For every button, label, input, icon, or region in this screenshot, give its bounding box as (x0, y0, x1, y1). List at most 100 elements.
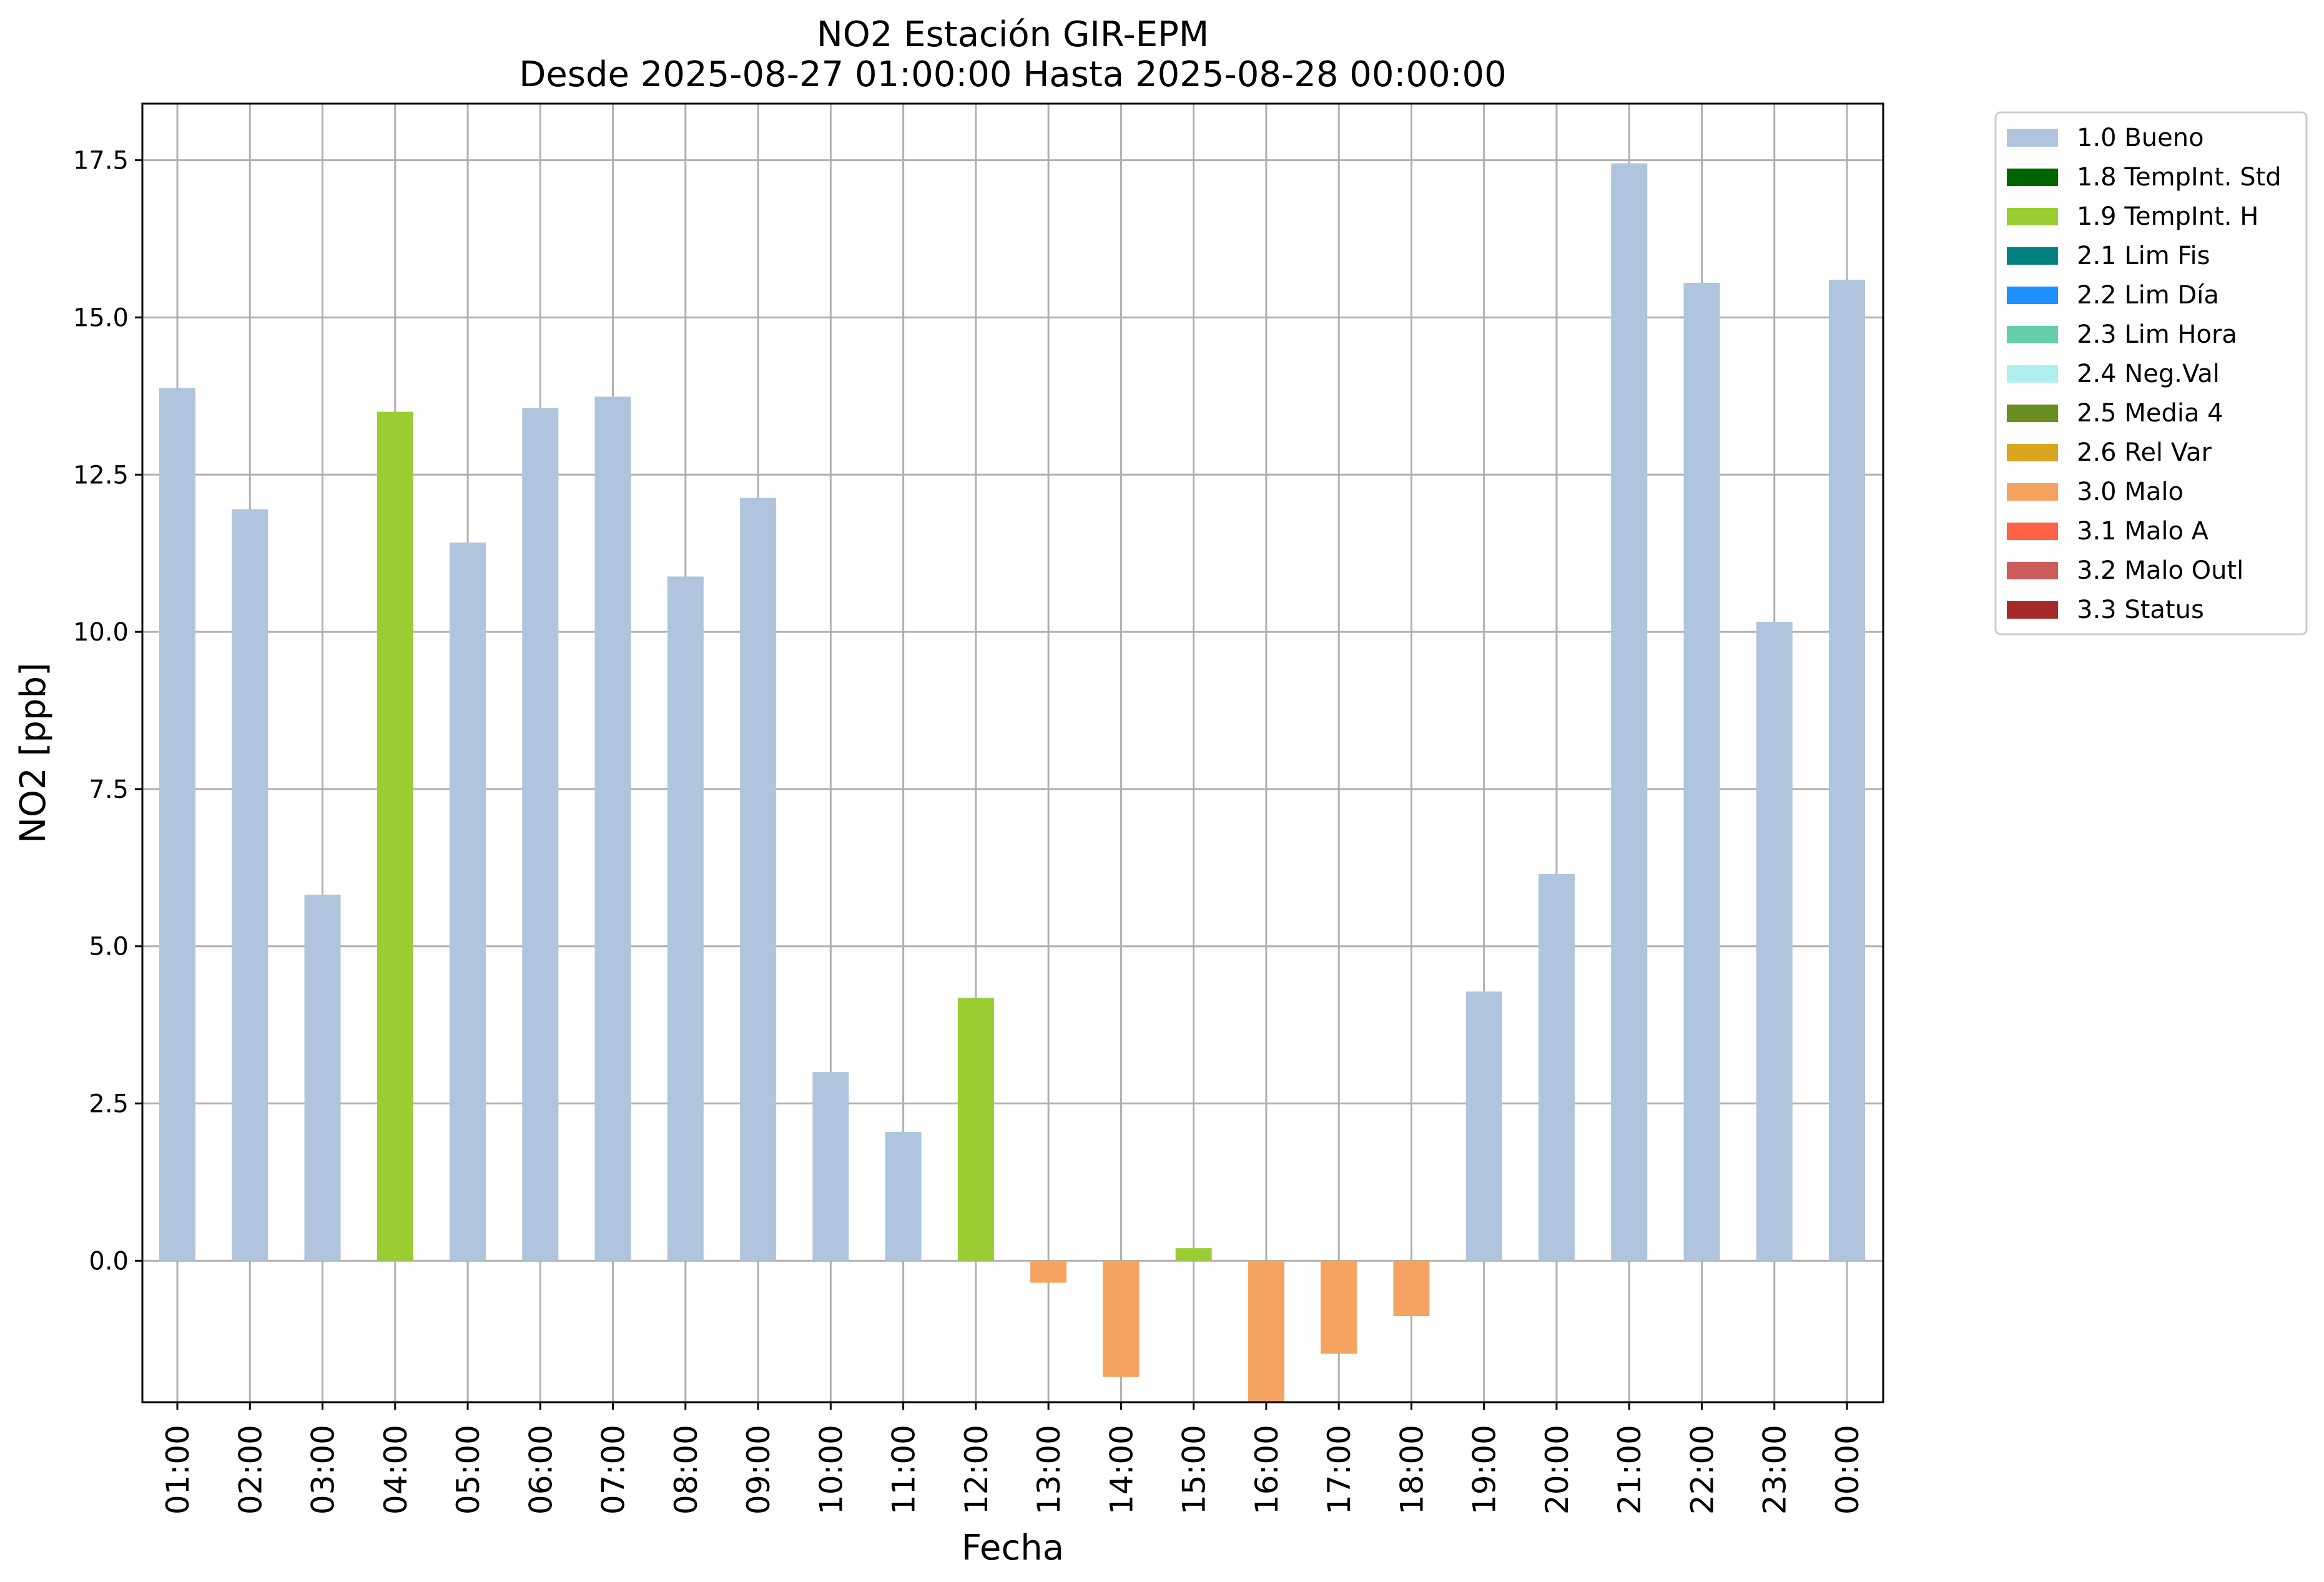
plot-frame (141, 102, 1884, 1403)
legend-item: 2.5 Media 4 (2007, 399, 2223, 428)
x-tick-label: 00:00 (1829, 1425, 1866, 1515)
legend-label: 1.0 Bueno (2077, 124, 2204, 152)
x-tick-label: 15:00 (1176, 1425, 1213, 1515)
legend-item: 2.2 Lim Día (2007, 281, 2219, 310)
bar-0800 (667, 576, 704, 1261)
y-tick-label: 7.5 (89, 775, 129, 804)
bar-2000 (1538, 873, 1575, 1261)
bar-0600 (522, 408, 559, 1261)
x-tick-label: 16:00 (1249, 1425, 1285, 1515)
x-tick-label: 08:00 (668, 1425, 704, 1515)
x-axis-label: Fecha (962, 1528, 1064, 1568)
x-tick-label: 12:00 (958, 1425, 995, 1515)
legend-swatch (2007, 169, 2058, 186)
x-tick-label: 01:00 (160, 1425, 196, 1515)
legend-label: 2.3 Lim Hora (2077, 320, 2237, 349)
x-tick-label: 03:00 (305, 1425, 342, 1515)
legend-swatch (2007, 326, 2058, 343)
legend-item: 1.8 TempInt. Std (2007, 163, 2282, 192)
x-tick-label: 19:00 (1467, 1425, 1503, 1515)
x-tick-label: 02:00 (232, 1425, 268, 1515)
y-tick-label: 12.5 (73, 461, 129, 489)
legend-item: 1.9 TempInt. H (2007, 202, 2258, 231)
bar-1900 (1465, 991, 1502, 1261)
x-tick-label: 09:00 (741, 1425, 777, 1515)
legend-label: 3.3 Status (2077, 596, 2204, 624)
bar-2100 (1611, 163, 1648, 1261)
bar-1500 (1175, 1248, 1212, 1261)
bar-1100 (885, 1131, 922, 1261)
legend-label: 3.1 Malo A (2077, 517, 2209, 546)
y-tick-label: 0.0 (89, 1247, 129, 1275)
chart-title-line2: Desde 2025-08-27 01:00:00 Hasta 2025-08-… (519, 54, 1507, 95)
legend-label: 2.1 Lim Fis (2077, 242, 2210, 270)
legend-label: 2.4 Neg.Val (2077, 360, 2220, 388)
bar-1300 (1030, 1260, 1067, 1283)
bar-1800 (1393, 1260, 1430, 1317)
legend-frame (1994, 111, 2308, 636)
legend-label: 1.8 TempInt. Std (2077, 163, 2282, 192)
bar-1000 (812, 1072, 849, 1261)
legend-swatch (2007, 405, 2058, 422)
y-tick-label: 5.0 (89, 933, 129, 961)
x-tick-label: 06:00 (523, 1425, 559, 1515)
legend-swatch (2007, 247, 2058, 265)
legend-item: 2.6 Rel Var (2007, 438, 2212, 467)
x-tick-label: 21:00 (1612, 1425, 1648, 1515)
legend-label: 3.0 Malo (2077, 478, 2184, 506)
bar-2300 (1756, 621, 1793, 1261)
y-axis-ticks: 0.0 2.5 5.0 7.5 10.0 12.5 15.0 17.5 (73, 147, 142, 1275)
legend-swatch (2007, 444, 2058, 461)
bar-1400 (1103, 1260, 1140, 1377)
bar-0000 (1829, 280, 1865, 1261)
legend: 1.0 Bueno 1.8 TempInt. Std 1.9 TempInt. H 2… (1994, 111, 2308, 636)
x-tick-label: 13:00 (1031, 1425, 1067, 1515)
x-tick-label: 22:00 (1684, 1425, 1720, 1515)
bar-1200 (957, 998, 994, 1261)
bar-0700 (594, 396, 631, 1261)
bar-1600 (1248, 1260, 1284, 1402)
legend-swatch (2007, 208, 2058, 225)
legend-label: 2.6 Rel Var (2077, 438, 2212, 467)
legend-item: 3.0 Malo (2007, 478, 2184, 506)
legend-label: 1.9 TempInt. H (2077, 202, 2258, 231)
x-tick-label: 14:00 (1103, 1425, 1140, 1515)
bar-0100 (159, 388, 195, 1261)
bar-0300 (304, 895, 341, 1261)
legend-label: 2.2 Lim Día (2077, 281, 2219, 310)
chart-title-line1: NO2 Estación GIR-EPM (817, 14, 1209, 55)
bar-0400 (377, 411, 413, 1261)
bars (159, 163, 1865, 1402)
y-axis-label: NO2 [ppb] (13, 662, 54, 843)
legend-swatch (2007, 562, 2058, 579)
x-tick-label: 04:00 (378, 1425, 414, 1515)
x-tick-label: 10:00 (813, 1425, 849, 1515)
legend-label: 3.2 Malo Outl (2077, 556, 2243, 585)
legend-swatch (2007, 365, 2058, 383)
legend-item: 2.4 Neg.Val (2007, 360, 2220, 388)
x-tick-label: 07:00 (596, 1425, 632, 1515)
x-tick-label: 18:00 (1394, 1425, 1430, 1515)
legend-swatch (2007, 483, 2058, 501)
bar-0900 (740, 498, 777, 1261)
x-tick-label: 11:00 (886, 1425, 922, 1515)
bar-0200 (232, 509, 268, 1261)
bar-1700 (1321, 1260, 1357, 1354)
y-tick-label: 2.5 (89, 1090, 129, 1119)
x-tick-label: 05:00 (450, 1425, 486, 1515)
legend-item: 3.1 Malo A (2007, 517, 2209, 546)
legend-swatch (2007, 129, 2058, 147)
x-axis-ticks: 01:00 02:00 03:00 04:00 05:00 06:00 07:00 08:00… (160, 1402, 1866, 1515)
bar-2200 (1683, 283, 1720, 1261)
legend-item: 1.0 Bueno (2007, 124, 2204, 152)
legend-swatch (2007, 523, 2058, 540)
legend-item: 3.2 Malo Outl (2007, 556, 2243, 585)
legend-item: 2.3 Lim Hora (2007, 320, 2237, 349)
y-tick-label: 17.5 (73, 147, 129, 175)
x-tick-label: 20:00 (1539, 1425, 1575, 1515)
x-tick-label: 23:00 (1757, 1425, 1793, 1515)
y-tick-label: 15.0 (73, 303, 129, 332)
legend-swatch (2007, 601, 2058, 619)
bar-0500 (450, 543, 486, 1261)
